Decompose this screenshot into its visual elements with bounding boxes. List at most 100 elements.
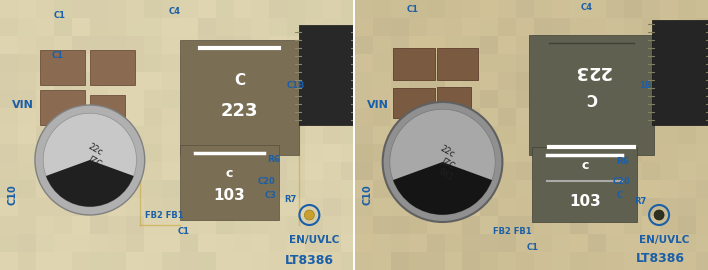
Bar xyxy=(391,216,409,234)
Bar xyxy=(355,18,372,36)
Bar xyxy=(0,18,18,36)
Bar xyxy=(372,36,391,54)
Bar xyxy=(54,252,72,270)
Bar xyxy=(287,162,305,180)
Bar xyxy=(570,180,588,198)
Bar xyxy=(0,162,18,180)
Bar xyxy=(234,198,251,216)
Bar xyxy=(588,216,606,234)
Bar xyxy=(624,36,642,54)
Bar xyxy=(144,252,161,270)
Bar xyxy=(391,252,409,270)
Bar xyxy=(570,36,588,54)
Bar xyxy=(372,90,391,108)
Bar xyxy=(696,54,708,72)
Bar xyxy=(462,234,481,252)
Bar xyxy=(660,36,678,54)
Bar xyxy=(126,126,144,144)
Bar xyxy=(462,198,481,216)
Bar xyxy=(251,54,270,72)
Polygon shape xyxy=(530,35,654,155)
Bar xyxy=(696,198,708,216)
Bar xyxy=(588,126,606,144)
Bar xyxy=(606,108,624,126)
Bar xyxy=(535,252,552,270)
Bar xyxy=(0,180,18,198)
Bar xyxy=(305,144,324,162)
Bar xyxy=(606,72,624,90)
Bar xyxy=(606,216,624,234)
Bar xyxy=(660,234,678,252)
Bar xyxy=(426,234,445,252)
Bar xyxy=(90,162,108,180)
Bar xyxy=(535,108,552,126)
Bar xyxy=(696,72,708,90)
Bar xyxy=(498,0,516,18)
Bar xyxy=(642,234,660,252)
Bar xyxy=(144,0,161,18)
Bar xyxy=(72,162,90,180)
Bar xyxy=(287,144,305,162)
Bar xyxy=(126,0,144,18)
Bar xyxy=(90,0,108,18)
Bar xyxy=(426,0,445,18)
Bar xyxy=(36,162,54,180)
Bar xyxy=(409,90,426,108)
Bar xyxy=(54,162,72,180)
Bar xyxy=(481,72,498,90)
Bar xyxy=(535,234,552,252)
Bar xyxy=(642,144,660,162)
Bar xyxy=(251,90,270,108)
Bar xyxy=(391,234,409,252)
Bar xyxy=(305,162,324,180)
Bar xyxy=(660,252,678,270)
Bar xyxy=(606,18,624,36)
Text: 1B: 1B xyxy=(639,80,651,89)
Bar xyxy=(535,72,552,90)
Bar xyxy=(287,126,305,144)
Bar xyxy=(251,126,270,144)
Bar xyxy=(696,234,708,252)
Bar xyxy=(324,72,341,90)
Bar xyxy=(498,252,516,270)
Bar xyxy=(287,180,305,198)
Text: 223: 223 xyxy=(573,62,610,80)
Bar xyxy=(678,144,696,162)
Bar xyxy=(355,162,372,180)
Bar xyxy=(570,162,588,180)
Bar xyxy=(215,90,234,108)
Bar xyxy=(108,252,126,270)
Bar xyxy=(624,0,642,18)
Bar xyxy=(198,108,215,126)
Bar xyxy=(40,90,85,125)
Bar xyxy=(552,126,570,144)
Bar xyxy=(270,234,287,252)
Bar xyxy=(299,25,353,125)
Text: C1: C1 xyxy=(54,11,66,19)
Bar xyxy=(234,54,251,72)
Bar xyxy=(36,126,54,144)
Bar xyxy=(624,144,642,162)
Bar xyxy=(234,36,251,54)
Bar xyxy=(270,54,287,72)
Bar xyxy=(660,180,678,198)
Bar xyxy=(660,198,678,216)
Bar xyxy=(0,216,18,234)
Bar xyxy=(516,252,535,270)
Bar xyxy=(570,72,588,90)
Bar xyxy=(660,54,678,72)
Bar xyxy=(624,252,642,270)
Bar xyxy=(54,234,72,252)
Bar xyxy=(552,198,570,216)
Bar xyxy=(696,180,708,198)
Bar xyxy=(215,0,234,18)
Bar xyxy=(355,216,372,234)
Bar xyxy=(481,252,498,270)
Bar xyxy=(215,180,234,198)
Bar xyxy=(180,198,198,216)
Text: c: c xyxy=(226,167,233,180)
Bar xyxy=(324,234,341,252)
Bar xyxy=(426,108,445,126)
Bar xyxy=(54,0,72,18)
Bar xyxy=(606,36,624,54)
